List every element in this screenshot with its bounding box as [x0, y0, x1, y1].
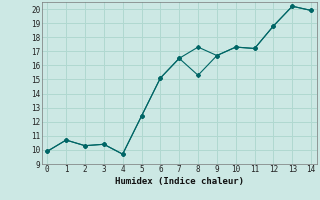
X-axis label: Humidex (Indice chaleur): Humidex (Indice chaleur): [115, 177, 244, 186]
